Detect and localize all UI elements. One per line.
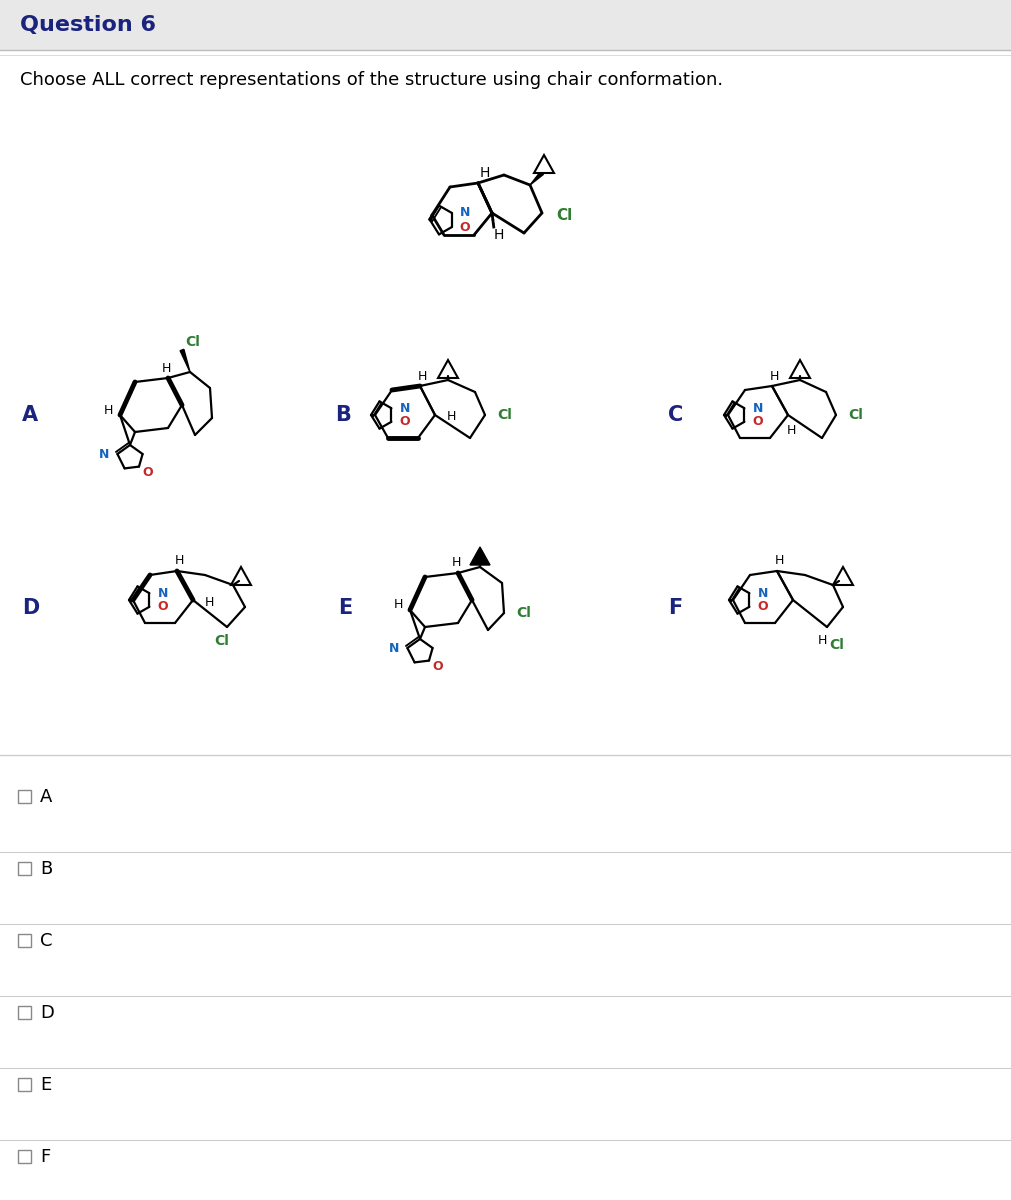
Polygon shape xyxy=(469,547,489,565)
FancyBboxPatch shape xyxy=(18,862,31,875)
Text: H: H xyxy=(768,370,777,383)
Text: H: H xyxy=(451,557,460,570)
Text: N: N xyxy=(99,448,109,461)
Polygon shape xyxy=(790,360,809,378)
FancyBboxPatch shape xyxy=(0,0,1011,50)
Text: Question 6: Question 6 xyxy=(20,14,156,35)
Text: H: H xyxy=(393,599,402,612)
Polygon shape xyxy=(429,215,432,221)
Text: N: N xyxy=(756,587,767,600)
Text: N: N xyxy=(388,642,399,654)
Text: Cl: Cl xyxy=(496,408,512,422)
Text: Cl: Cl xyxy=(847,408,862,422)
Text: F: F xyxy=(667,598,681,618)
Text: C: C xyxy=(667,404,682,425)
Text: O: O xyxy=(751,415,762,428)
Text: B: B xyxy=(335,404,351,425)
Text: E: E xyxy=(40,1076,52,1094)
Text: Choose ALL correct representations of the structure using chair conformation.: Choose ALL correct representations of th… xyxy=(20,71,723,89)
Text: Cl: Cl xyxy=(185,335,200,349)
Text: H: H xyxy=(773,554,783,568)
Text: H: H xyxy=(174,554,184,568)
Text: N: N xyxy=(158,587,168,600)
Text: Cl: Cl xyxy=(214,634,229,648)
Text: E: E xyxy=(338,598,352,618)
Text: A: A xyxy=(22,404,38,425)
Text: N: N xyxy=(399,402,409,415)
Text: C: C xyxy=(40,932,53,950)
Text: H: H xyxy=(447,410,456,424)
Text: D: D xyxy=(40,1004,54,1022)
Text: H: H xyxy=(817,635,826,648)
Text: O: O xyxy=(399,415,409,428)
Text: H: H xyxy=(103,403,112,416)
Text: N: N xyxy=(751,402,762,415)
Text: H: H xyxy=(161,361,171,374)
Polygon shape xyxy=(534,155,553,173)
Text: O: O xyxy=(142,466,153,479)
FancyBboxPatch shape xyxy=(18,934,31,947)
Text: N: N xyxy=(459,206,469,220)
Text: H: H xyxy=(493,228,503,242)
Text: O: O xyxy=(158,600,168,613)
Text: Cl: Cl xyxy=(555,208,571,222)
Polygon shape xyxy=(530,172,543,185)
FancyBboxPatch shape xyxy=(18,790,31,803)
Text: A: A xyxy=(40,788,53,806)
Text: D: D xyxy=(22,598,39,618)
Text: F: F xyxy=(40,1148,51,1166)
FancyBboxPatch shape xyxy=(18,1006,31,1019)
Text: Cl: Cl xyxy=(829,638,843,652)
Polygon shape xyxy=(231,566,251,584)
Text: Cl: Cl xyxy=(516,606,531,620)
Polygon shape xyxy=(438,360,458,378)
Text: B: B xyxy=(40,860,53,878)
FancyBboxPatch shape xyxy=(18,1078,31,1091)
Text: H: H xyxy=(786,425,795,438)
Text: H: H xyxy=(205,595,214,608)
Text: H: H xyxy=(479,166,490,180)
Text: O: O xyxy=(459,221,470,234)
FancyBboxPatch shape xyxy=(18,1150,31,1163)
Text: H: H xyxy=(417,370,427,383)
Text: O: O xyxy=(756,600,767,613)
Polygon shape xyxy=(832,566,852,584)
Polygon shape xyxy=(180,349,190,372)
Text: O: O xyxy=(432,660,442,673)
